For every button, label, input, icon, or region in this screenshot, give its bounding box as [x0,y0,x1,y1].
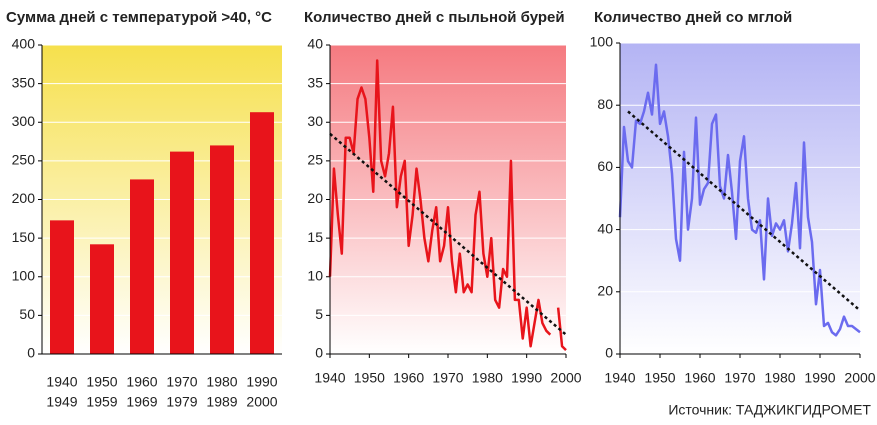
y-tick-label: 100 [590,34,614,50]
x-tick-label: 1940 [46,374,77,390]
y-tick-label: 40 [307,36,323,52]
x-tick-label: 1980 [206,374,237,390]
y-tick-label: 150 [12,229,36,245]
y-tick-label: 20 [307,190,323,206]
bar [250,112,274,355]
data-line [328,59,567,352]
x-tick-label: 1959 [86,394,117,410]
x-tick-label: 1990 [511,370,542,386]
data-line [618,63,861,337]
source: Источник: ТАДЖИКГИДРОМЕТ [668,402,871,418]
y-tick-label: 30 [307,113,323,129]
y-tick-label: 350 [12,74,36,90]
trend-line [627,110,861,312]
y-tick-label: 5 [315,306,323,322]
y-tick-label: 35 [307,74,323,90]
x-tick-label: 1989 [206,394,237,410]
bar [170,151,194,354]
y-tick-label: 100 [12,267,36,283]
y-tick-label: 400 [12,36,36,52]
y-tick-label: 40 [597,220,613,236]
bar [50,220,74,354]
y-tick-label: 0 [315,345,323,361]
y-tick-label: 0 [605,345,613,361]
x-tick-label: 1960 [393,370,424,386]
x-tick-label: 2000 [550,370,581,386]
x-tick-label: 1970 [166,374,197,390]
x-tick-label: 1940 [604,370,635,386]
x-tick-label: 1970 [724,370,755,386]
x-tick-label: 1970 [432,370,463,386]
y-tick-label: 25 [307,152,323,168]
y-tick-label: 80 [597,96,613,112]
chart-title: Количество дней со мглой [594,9,792,26]
x-tick-label: 1960 [126,374,157,390]
trend-line [329,132,567,336]
x-tick-label: 1950 [354,370,385,386]
x-tick-label: 1960 [684,370,715,386]
y-tick-label: 200 [12,190,36,206]
chart-title: Сумма дней с температурой >40, °C [6,9,272,26]
x-tick-label: 2000 [246,394,277,410]
y-tick-label: 20 [597,283,613,299]
x-tick-label: 1990 [246,374,277,390]
x-tick-label: 1940 [314,370,345,386]
x-tick-label: 1950 [644,370,675,386]
x-tick-label: 1980 [764,370,795,386]
bar [90,244,114,354]
y-tick-label: 300 [12,113,36,129]
bar [210,145,234,354]
x-tick-label: 1990 [804,370,835,386]
x-tick-label: 1950 [86,374,117,390]
y-tick-label: 60 [597,158,613,174]
x-tick-label: 1969 [126,394,157,410]
x-tick-label: 1980 [472,370,503,386]
x-tick-label: 2000 [844,370,875,386]
bar [130,179,154,354]
x-tick-label: 1979 [166,394,197,410]
y-tick-label: 0 [27,345,35,361]
plot-background [620,43,860,354]
y-tick-label: 15 [307,229,323,245]
x-tick-label: 1949 [46,394,77,410]
y-tick-label: 250 [12,152,36,168]
y-tick-label: 50 [19,306,35,322]
chart-title: Количество дней с пыльной бурей [304,9,565,26]
y-tick-label: 10 [307,267,323,283]
